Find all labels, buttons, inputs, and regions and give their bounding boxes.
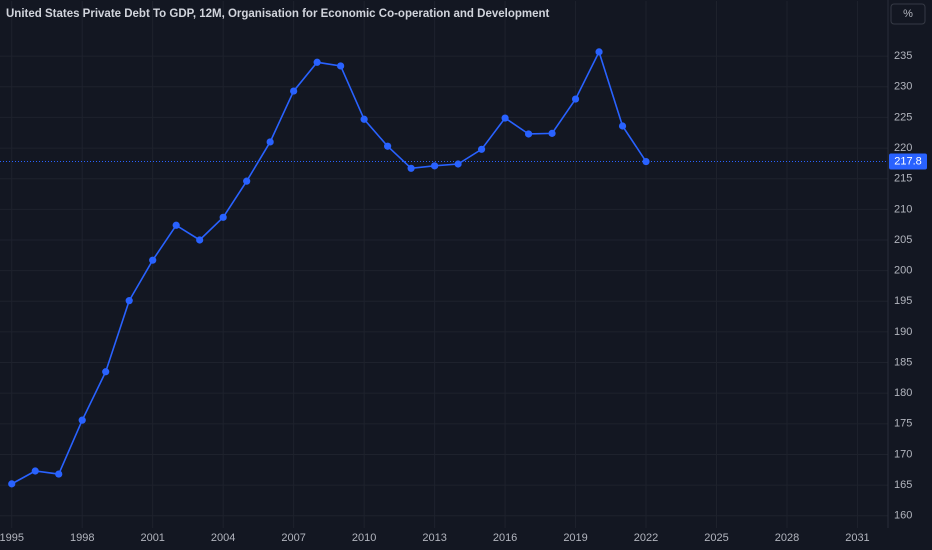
x-tick-label: 2028 xyxy=(775,532,799,544)
data-point xyxy=(524,130,533,138)
data-point xyxy=(454,160,462,168)
data-point xyxy=(618,122,627,130)
y-tick-label: 200 xyxy=(894,265,912,277)
data-point xyxy=(313,58,321,66)
x-tick-label: 2001 xyxy=(140,532,164,544)
data-point xyxy=(571,95,580,103)
y-tick-label: 225 xyxy=(894,111,912,123)
data-point xyxy=(149,256,157,264)
data-point xyxy=(384,142,392,150)
data-point xyxy=(172,221,180,229)
y-tick-label: 205 xyxy=(894,234,912,246)
data-point xyxy=(337,62,345,70)
data-point xyxy=(196,236,204,244)
last-value-badge xyxy=(889,153,927,170)
x-tick-label: 2010 xyxy=(352,532,376,544)
chart-title: United States Private Debt To GDP, 12M, … xyxy=(6,8,550,20)
data-point xyxy=(31,467,39,475)
x-tick-label: 2025 xyxy=(704,532,728,544)
y-tick-label: 220 xyxy=(894,142,912,154)
data-point xyxy=(431,162,439,170)
y-tick-label: 230 xyxy=(894,81,912,93)
x-tick-label: 2013 xyxy=(422,532,446,544)
grid xyxy=(0,1,888,528)
y-tick-label: 195 xyxy=(894,295,912,307)
series-line xyxy=(11,49,647,485)
y-tick-label: 170 xyxy=(894,448,912,460)
y-tick-label: 235 xyxy=(894,50,912,62)
y-tick-label: 190 xyxy=(894,326,912,338)
y-tick-label: 185 xyxy=(894,356,912,368)
y-tick-label: 210 xyxy=(894,203,912,215)
data-point xyxy=(360,115,368,123)
data-point xyxy=(55,470,63,478)
y-tick-label: 165 xyxy=(894,479,912,491)
x-tick-label: 2019 xyxy=(563,532,587,544)
data-point xyxy=(8,480,16,488)
x-tick-label: 2031 xyxy=(845,532,869,544)
data-point xyxy=(266,138,274,146)
x-tick-label: 1995 xyxy=(0,532,24,544)
data-point xyxy=(501,114,509,122)
data-point xyxy=(290,87,298,95)
unit-button-label[interactable]: % xyxy=(903,8,913,20)
data-point xyxy=(78,416,86,424)
unit-button[interactable] xyxy=(890,3,926,25)
data-point xyxy=(102,368,110,376)
data-point xyxy=(243,177,251,185)
data-point xyxy=(595,48,603,56)
x-tick-label: 2004 xyxy=(211,532,235,544)
data-point xyxy=(642,157,650,166)
y-tick-label: 180 xyxy=(894,387,912,399)
data-point xyxy=(219,213,227,221)
plot xyxy=(8,48,650,488)
x-tick-label: 1998 xyxy=(70,532,94,544)
data-point xyxy=(125,297,133,305)
x-tick-label: 2007 xyxy=(281,532,305,544)
data-point xyxy=(407,164,415,172)
x-tick-label: 2022 xyxy=(634,532,658,544)
x-tick-label: 2016 xyxy=(493,532,517,544)
y-tick-label: 160 xyxy=(894,510,912,522)
y-tick-label: 215 xyxy=(894,173,912,185)
last-value-label: 217.8 xyxy=(894,155,922,167)
data-point xyxy=(477,145,486,153)
data-point xyxy=(548,129,556,137)
y-tick-label: 175 xyxy=(894,418,912,430)
